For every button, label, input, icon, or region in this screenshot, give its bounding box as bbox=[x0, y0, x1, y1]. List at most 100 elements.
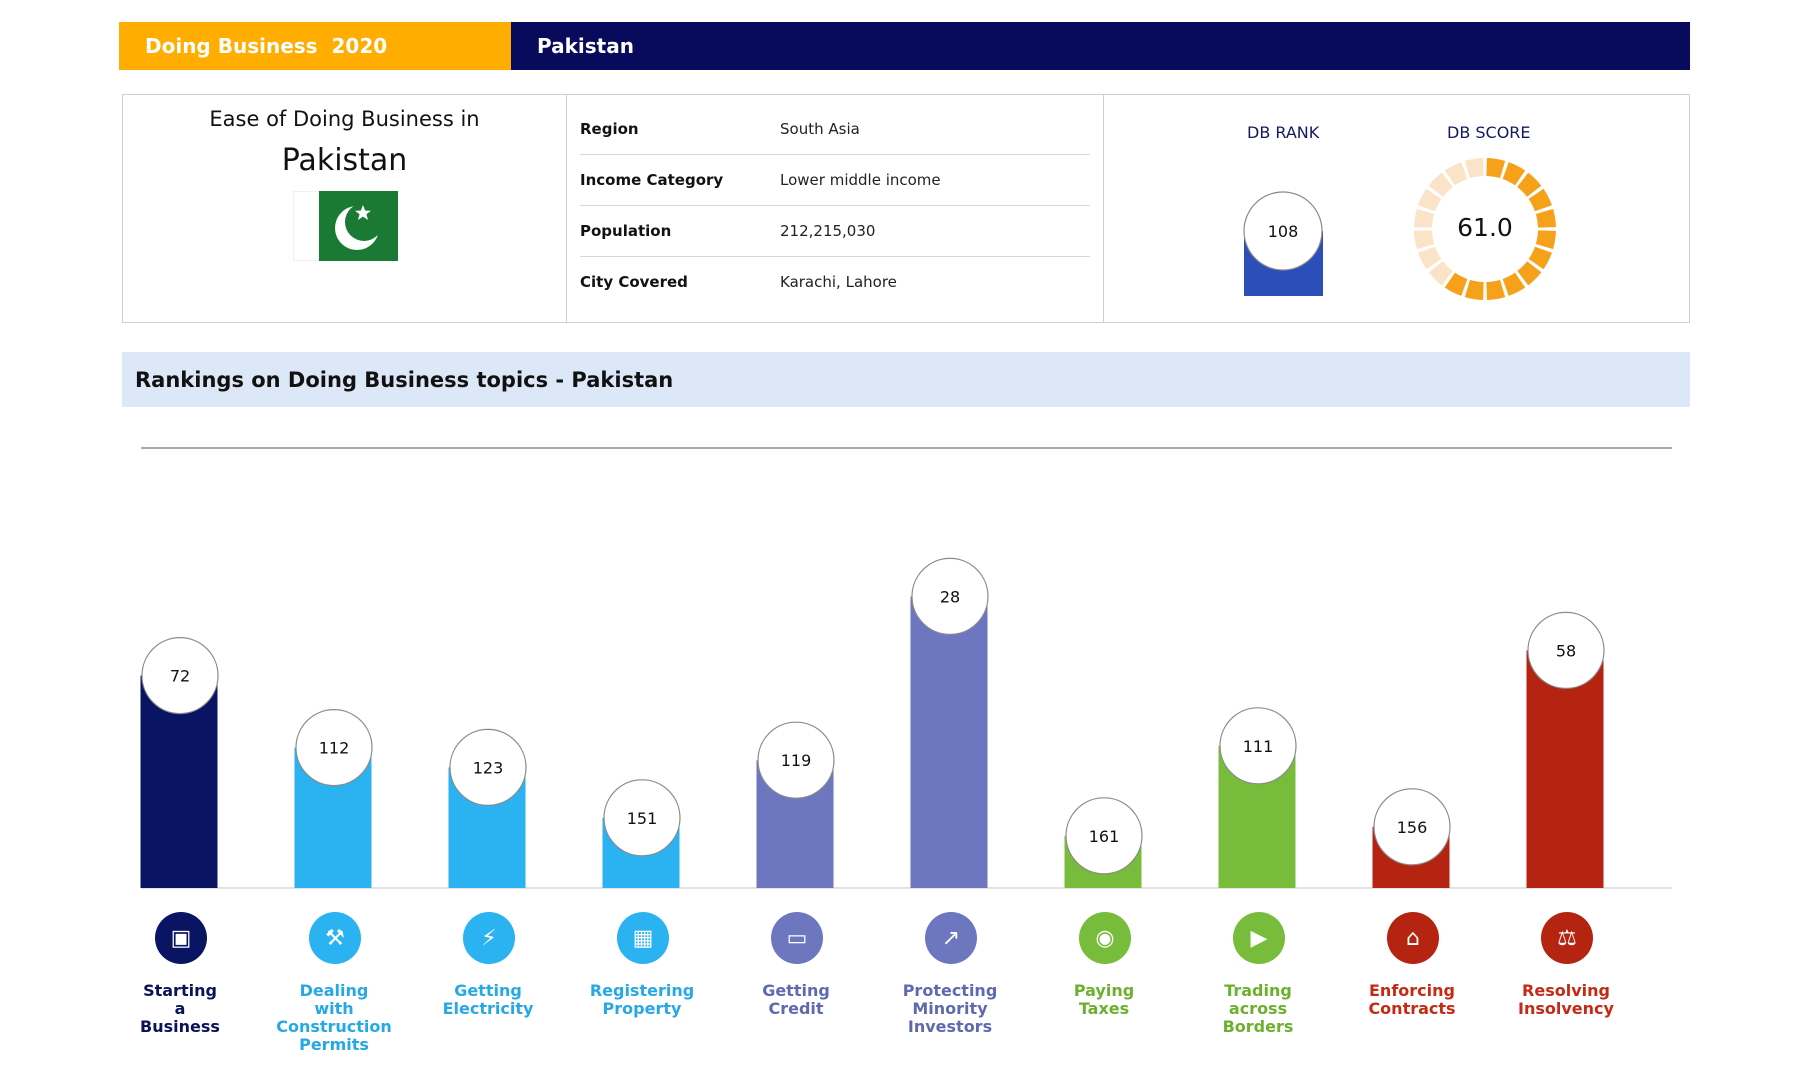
city-label: City Covered bbox=[580, 272, 688, 291]
money-icon: ◉ bbox=[1079, 912, 1131, 964]
value-bubble-5 bbox=[757, 721, 835, 799]
category-label-line: Resolving bbox=[1522, 981, 1610, 1000]
value-label-6: 28 bbox=[940, 587, 960, 606]
population-value: 212,215,030 bbox=[780, 221, 876, 240]
value-label-8: 111 bbox=[1243, 737, 1274, 756]
category-label-6: Protecting Minority Investors bbox=[875, 982, 1025, 1036]
category-label-10: Resolving Insolvency bbox=[1491, 982, 1641, 1018]
kpi-graphics: 108 61.0 bbox=[1243, 158, 1556, 300]
category-label-line: Protecting bbox=[902, 981, 998, 1000]
region-label: Region bbox=[580, 119, 639, 138]
category-label-7: Paying Taxes bbox=[1029, 982, 1179, 1018]
value-bubble-10 bbox=[1527, 611, 1605, 690]
report-title: Doing Business 2020 bbox=[119, 22, 511, 70]
score-segment bbox=[1502, 272, 1526, 296]
score-segment bbox=[1428, 261, 1453, 286]
score-segment bbox=[1517, 172, 1542, 197]
header-bar: Doing Business 2020 Pakistan bbox=[119, 22, 1690, 70]
lightning-icon: ⚡ bbox=[463, 912, 515, 964]
db-score-label: DB SCORE bbox=[1447, 123, 1531, 142]
category-label-line: Contracts bbox=[1368, 999, 1456, 1018]
category-label-line: Permits bbox=[299, 1035, 369, 1054]
value-label-5: 119 bbox=[781, 751, 812, 770]
category-label-line: Getting bbox=[454, 981, 522, 1000]
value-bubble-6 bbox=[911, 557, 989, 636]
gavel-icon: ⚖ bbox=[1541, 912, 1593, 964]
profile-panel: Ease of Doing Business in Pakistan Regio… bbox=[122, 94, 1690, 323]
category-label-line: Getting bbox=[762, 981, 830, 1000]
category-label-line: Minority bbox=[912, 999, 988, 1018]
score-segment bbox=[1535, 230, 1556, 250]
score-segment bbox=[1517, 261, 1542, 286]
score-segment bbox=[1414, 208, 1435, 228]
category-label-line: across bbox=[1228, 999, 1288, 1018]
category-label-line: Property bbox=[602, 999, 682, 1018]
score-segment bbox=[1418, 188, 1442, 212]
trend-up-icon: ↗ bbox=[925, 912, 977, 964]
value-label-1: 72 bbox=[170, 667, 190, 686]
city-value: Karachi, Lahore bbox=[780, 272, 897, 291]
score-segment bbox=[1464, 279, 1484, 300]
score-segment bbox=[1414, 230, 1435, 250]
value-label-10: 58 bbox=[1556, 641, 1576, 660]
score-segment bbox=[1444, 272, 1468, 296]
category-label-line: Enforcing bbox=[1369, 981, 1455, 1000]
category-label-line: Business bbox=[140, 1017, 220, 1036]
section-title: Rankings on Doing Business topics - Paki… bbox=[122, 352, 1690, 407]
category-label-line: Construction bbox=[276, 1017, 392, 1036]
score-segment bbox=[1502, 162, 1526, 186]
category-label-line: Investors bbox=[907, 1017, 993, 1036]
country-facts: Region South Asia Income Category Lower … bbox=[567, 95, 1104, 322]
city-row: City Covered Karachi, Lahore bbox=[580, 256, 1090, 307]
category-label-2: Dealing with Construction Permits bbox=[259, 982, 409, 1054]
category-label-line: Paying bbox=[1073, 981, 1135, 1000]
population-label: Population bbox=[580, 221, 672, 240]
category-label-line: Borders bbox=[1222, 1017, 1294, 1036]
category-label-line: Dealing bbox=[299, 981, 369, 1000]
truck-icon: ▶ bbox=[1233, 912, 1285, 964]
region-row: Region South Asia bbox=[580, 103, 1090, 155]
category-label-line: Taxes bbox=[1078, 999, 1130, 1018]
value-label-2: 112 bbox=[319, 739, 350, 758]
category-label-3: Getting Electricity bbox=[413, 982, 563, 1018]
ease-label: Ease of Doing Business in bbox=[209, 107, 480, 131]
income-value: Lower middle income bbox=[780, 170, 941, 189]
country-name: Pakistan bbox=[281, 143, 408, 178]
value-bubble-4 bbox=[603, 779, 681, 857]
value-label-3: 123 bbox=[473, 758, 504, 777]
category-label-line: Trading bbox=[1224, 981, 1292, 1000]
category-label-4: Registering Property bbox=[567, 982, 717, 1018]
value-label-7: 161 bbox=[1089, 827, 1120, 846]
country-card: Ease of Doing Business in Pakistan bbox=[123, 95, 567, 322]
value-label-9: 156 bbox=[1397, 818, 1428, 837]
population-row: Population 212,215,030 bbox=[580, 205, 1090, 257]
db-rank-value: 108 bbox=[1268, 222, 1299, 241]
value-bubble-3 bbox=[449, 728, 527, 807]
kpi-card: DB RANK DB SCORE 108 61.0 bbox=[1104, 95, 1689, 322]
tools-icon: ⚒ bbox=[309, 912, 361, 964]
value-bubble-1 bbox=[141, 636, 219, 715]
bar-10 bbox=[1526, 650, 1604, 888]
building-icon: ▣ bbox=[155, 912, 207, 964]
value-bubble-7 bbox=[1065, 797, 1143, 875]
db-score-gauge bbox=[1414, 158, 1556, 300]
score-segment bbox=[1528, 246, 1552, 270]
region-value: South Asia bbox=[780, 119, 860, 138]
value-bubble-9 bbox=[1373, 788, 1451, 866]
credit-card-icon: ▭ bbox=[771, 912, 823, 964]
property-icon: ▦ bbox=[617, 912, 669, 964]
category-label-line: Registering bbox=[589, 981, 695, 1000]
score-segment bbox=[1464, 158, 1484, 179]
category-label-9: Enforcing Contracts bbox=[1337, 982, 1487, 1018]
score-segment bbox=[1428, 172, 1453, 197]
income-row: Income Category Lower middle income bbox=[580, 154, 1090, 206]
category-label-line: a bbox=[174, 999, 186, 1018]
pakistan-flag-icon bbox=[293, 191, 398, 261]
category-label-line: Electricity bbox=[442, 999, 534, 1018]
income-label: Income Category bbox=[580, 170, 724, 189]
value-bubble-8 bbox=[1219, 707, 1297, 785]
score-segment bbox=[1418, 246, 1442, 270]
courthouse-icon: ⌂ bbox=[1387, 912, 1439, 964]
value-bubble-2 bbox=[295, 708, 373, 787]
